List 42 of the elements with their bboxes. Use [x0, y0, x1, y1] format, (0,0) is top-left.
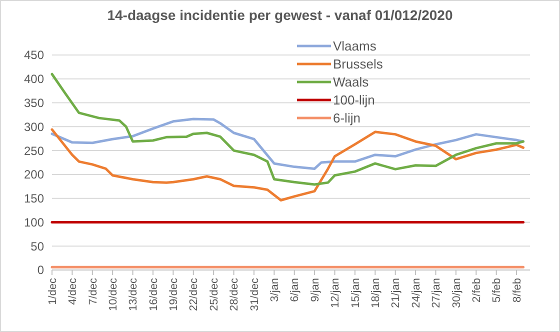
- legend-label: 6-lijn: [333, 110, 360, 126]
- x-tick-label: 1/dec: [46, 278, 59, 305]
- x-tick-label: 15/jan: [350, 278, 362, 308]
- x-tick-label: 3/jan: [269, 278, 282, 302]
- y-tick-label: 0: [37, 263, 44, 278]
- x-tick-label: 27/jan: [430, 278, 443, 308]
- chart-title: 14-daagse incidentie per gewest - vanaf 01/012/2020: [107, 7, 453, 23]
- x-tick-label: 8/feb: [511, 278, 524, 302]
- y-tick-label: 100: [24, 215, 44, 230]
- line-series: [50, 72, 525, 186]
- x-tick-label: 25/dec: [208, 278, 220, 312]
- x-tick-label: 30/jan: [450, 278, 463, 308]
- y-tick-label: 250: [24, 144, 44, 158]
- x-tick-label: 31/dec: [248, 278, 261, 312]
- y-tick-label: 350: [24, 96, 44, 110]
- x-tick-label: 21/jan: [390, 278, 402, 308]
- x-tick-label: 2/feb: [470, 278, 483, 302]
- y-tick-label: 450: [24, 48, 44, 62]
- legend-label: Waals: [333, 74, 370, 90]
- x-tick-label: 6/jan: [289, 278, 302, 302]
- x-tick-label: 10/dec: [107, 278, 120, 312]
- x-tick-label: 5/feb: [491, 278, 504, 302]
- y-tick-label: 50: [30, 239, 44, 254]
- x-tick-label: 13/dec: [128, 278, 140, 312]
- y-tick-label: 150: [24, 192, 44, 206]
- x-tick-label: 19/dec: [168, 278, 180, 312]
- x-tick-label: 9/jan: [309, 278, 322, 302]
- x-tick-label: 28/dec: [228, 278, 241, 312]
- x-tick-label: 24/jan: [410, 278, 422, 308]
- line-series: [50, 128, 525, 202]
- x-tick-label: 7/dec: [87, 278, 100, 305]
- y-tick-label: 300: [24, 120, 44, 134]
- x-tick-label: 16/dec: [148, 278, 160, 312]
- legend-label: Brussels: [333, 56, 384, 72]
- x-tick-label: 12/jan: [330, 278, 342, 308]
- y-tick-label: 200: [24, 168, 44, 182]
- y-tick-label: 400: [24, 72, 44, 86]
- x-tick-label: 18/jan: [370, 278, 382, 308]
- x-tick-label: 4/dec: [67, 278, 80, 305]
- legend-label: Vlaams: [333, 38, 377, 54]
- legend-label: 100-lijn: [333, 92, 375, 108]
- x-tick-label: 22/dec: [188, 278, 200, 312]
